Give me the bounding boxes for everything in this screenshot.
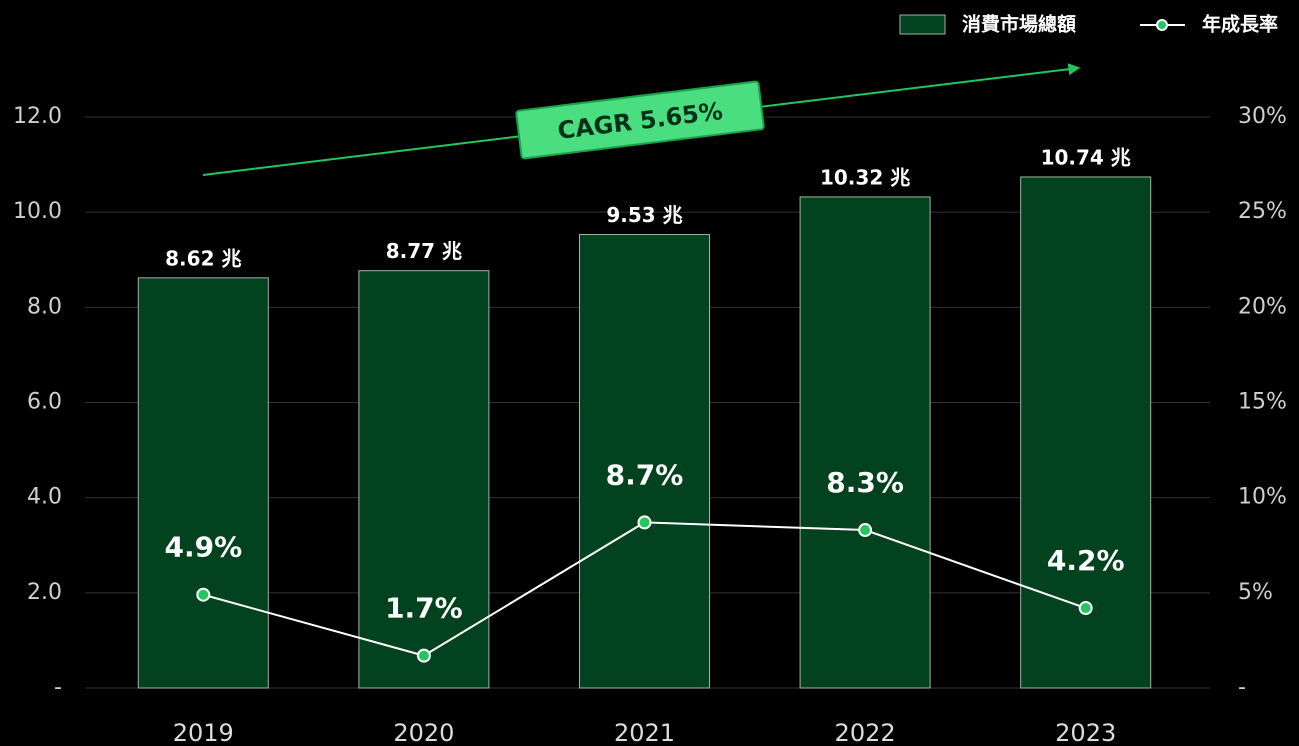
y2-tick-label: 5% (1238, 580, 1273, 605)
cagr-box (515, 80, 765, 160)
x-tick-label: 2021 (614, 719, 675, 746)
line-value-label: 4.9% (164, 531, 242, 564)
legend-label: 消費市場總額 (962, 13, 1076, 36)
legend-label: 年成長率 (1202, 13, 1278, 36)
line-marker (1078, 601, 1093, 616)
y-tick-label: 4.0 (27, 485, 62, 510)
x-tick-label: 2019 (173, 719, 234, 746)
line-value-label: 4.2% (1047, 544, 1125, 577)
x-tick-label: 2020 (393, 719, 454, 746)
y-tick-label: - (54, 675, 62, 700)
y2-tick-label: 30% (1238, 104, 1287, 129)
bar-value-label: 8.77 兆 (386, 239, 462, 263)
line-value-label: 1.7% (385, 592, 463, 625)
bar-value-label: 9.53 兆 (606, 203, 682, 227)
bar-value-label: 10.74 兆 (1041, 145, 1131, 169)
x-tick-label: 2023 (1055, 719, 1116, 746)
y2-tick-label: 25% (1238, 199, 1287, 224)
line-value-label: 8.3% (826, 466, 904, 499)
y2-tick-label: 10% (1238, 485, 1287, 510)
y2-tick-label: 20% (1238, 294, 1287, 319)
cagr-badge: CAGR 5.65% (515, 80, 765, 160)
line-marker (196, 587, 211, 602)
legend-swatch (899, 14, 946, 35)
y2-tick-label: - (1238, 675, 1246, 700)
bar-value-label: 8.62 兆 (165, 246, 241, 270)
y-tick-label: 10.0 (13, 199, 62, 224)
x-tick-label: 2022 (835, 719, 896, 746)
y2-tick-label: 15% (1238, 390, 1287, 415)
bar (799, 196, 931, 689)
bar (137, 277, 269, 689)
bar (358, 270, 490, 689)
y-tick-label: 12.0 (13, 104, 62, 129)
y-tick-label: 6.0 (27, 390, 62, 415)
line-marker (858, 523, 873, 538)
y-tick-label: 8.0 (27, 294, 62, 319)
legend-marker (1156, 19, 1168, 31)
line-marker (637, 515, 652, 530)
bar (579, 234, 710, 689)
bar-value-label: 10.32 兆 (820, 165, 910, 189)
y-tick-label: 2.0 (27, 580, 62, 605)
line-value-label: 8.7% (606, 458, 684, 491)
line-marker (416, 648, 431, 663)
